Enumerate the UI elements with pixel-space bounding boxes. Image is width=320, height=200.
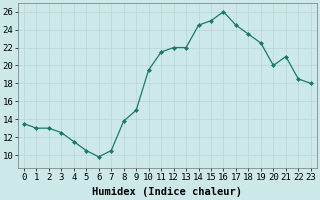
X-axis label: Humidex (Indice chaleur): Humidex (Indice chaleur) <box>92 187 242 197</box>
